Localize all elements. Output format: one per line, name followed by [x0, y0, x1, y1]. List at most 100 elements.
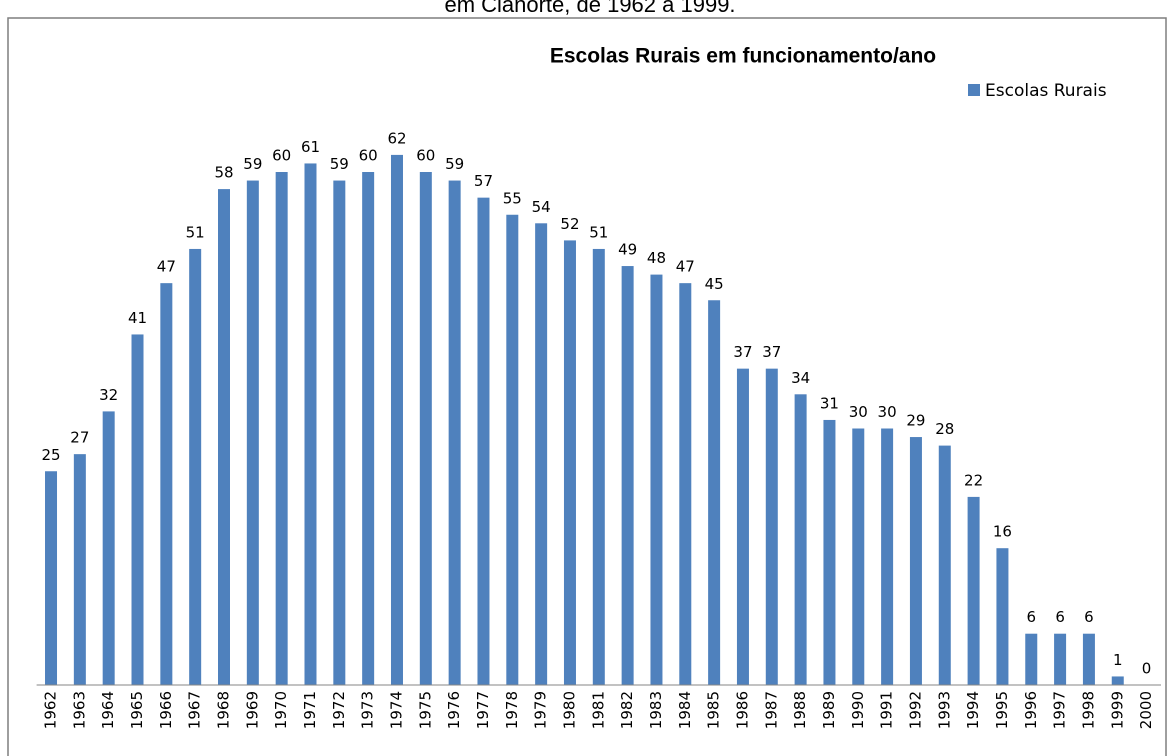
x-tick-label: 1978 [503, 691, 521, 729]
x-tick-label: 1985 [705, 691, 723, 729]
bar [823, 419, 836, 685]
data-label: 55 [503, 189, 522, 207]
data-label: 60 [359, 147, 378, 165]
data-label: 25 [41, 446, 60, 464]
legend-label: Escolas Rurais [985, 81, 1107, 101]
bar [650, 274, 663, 685]
caption: em Cianorte, de 1962 a 1999. [444, 0, 735, 17]
data-label: 61 [301, 138, 320, 156]
x-tick-label: 1962 [42, 691, 60, 729]
data-label: 58 [214, 164, 233, 182]
data-label: 60 [416, 147, 435, 165]
data-label: 34 [791, 369, 810, 387]
bar [909, 437, 922, 685]
x-tick-label: 1993 [935, 691, 953, 729]
x-tick-label: 1984 [676, 691, 694, 729]
data-label: 30 [849, 403, 868, 421]
data-label: 16 [993, 523, 1012, 541]
x-tick-label: 1994 [964, 691, 982, 729]
data-label: 57 [474, 172, 493, 190]
bar [102, 411, 115, 685]
data-label: 62 [387, 129, 406, 147]
bar [592, 248, 605, 685]
bar [304, 163, 317, 685]
x-tick-label: 1991 [878, 691, 896, 729]
chart-frame [7, 17, 1167, 756]
x-tick-label: 1968 [215, 691, 233, 729]
x-tick-label: 1998 [1079, 691, 1097, 729]
x-tick-label: 1981 [589, 691, 607, 729]
x-tick-label: 2000 [1137, 691, 1155, 729]
data-label: 48 [647, 249, 666, 267]
x-tick-label: 1995 [993, 691, 1011, 729]
x-tick-label: 1979 [532, 691, 550, 729]
x-tick-label: 1977 [474, 691, 492, 729]
x-tick-label: 1997 [1051, 691, 1069, 729]
bar [621, 266, 634, 685]
x-tick-label: 1976 [445, 691, 463, 729]
bar [736, 368, 749, 685]
data-label: 51 [186, 223, 205, 241]
data-label: 1 [1113, 651, 1123, 669]
x-tick-label: 1986 [733, 691, 751, 729]
bar [765, 368, 778, 685]
bar [73, 454, 86, 685]
x-tick-label: 1969 [243, 691, 261, 729]
data-label: 37 [762, 343, 781, 361]
x-tick-label: 1990 [849, 691, 867, 729]
data-label: 60 [272, 147, 291, 165]
bar [160, 283, 173, 685]
bar [794, 394, 807, 685]
x-tick-label: 1964 [99, 691, 117, 729]
x-tick-label: 1975 [416, 691, 434, 729]
bar [679, 283, 692, 685]
data-label: 51 [589, 223, 608, 241]
bar [938, 445, 951, 685]
data-label: 54 [532, 198, 551, 216]
data-label: 59 [330, 155, 349, 173]
bar [131, 334, 144, 685]
x-tick-label: 1992 [906, 691, 924, 729]
bar [45, 471, 58, 685]
data-label: 45 [705, 275, 724, 293]
data-label: 32 [99, 386, 118, 404]
bar [189, 248, 202, 685]
bar [275, 172, 288, 685]
data-label: 59 [243, 155, 262, 173]
bar [708, 300, 721, 685]
data-label: 47 [676, 258, 695, 276]
x-tick-label: 1971 [301, 691, 319, 729]
bar [218, 189, 230, 685]
x-tick-label: 1972 [330, 691, 348, 729]
x-tick-label: 1983 [647, 691, 665, 729]
x-tick-label: 1980 [560, 691, 578, 729]
data-label: 41 [128, 309, 147, 327]
bar [362, 172, 375, 685]
bar [1025, 633, 1038, 685]
bar [967, 496, 980, 685]
x-tick-label: 1973 [359, 691, 377, 729]
data-label: 22 [964, 471, 983, 489]
data-label: 0 [1142, 660, 1152, 678]
bar [1082, 633, 1095, 685]
bar [448, 180, 461, 686]
data-label: 28 [935, 420, 954, 438]
x-tick-label: 1996 [1022, 691, 1040, 729]
bar [535, 223, 548, 686]
legend-swatch [968, 84, 980, 96]
bar [390, 154, 403, 685]
data-label: 27 [70, 429, 89, 447]
x-tick-label: 1963 [70, 691, 88, 729]
x-tick-label: 1987 [762, 691, 780, 729]
x-tick-label: 1967 [186, 691, 204, 729]
x-tick-label: 1988 [791, 691, 809, 729]
bar [506, 214, 519, 685]
bar [852, 428, 865, 685]
data-label: 30 [878, 403, 897, 421]
data-label: 37 [733, 343, 752, 361]
data-label: 29 [906, 412, 925, 430]
bar [477, 197, 490, 685]
data-label: 49 [618, 241, 637, 259]
bar [1111, 676, 1124, 685]
